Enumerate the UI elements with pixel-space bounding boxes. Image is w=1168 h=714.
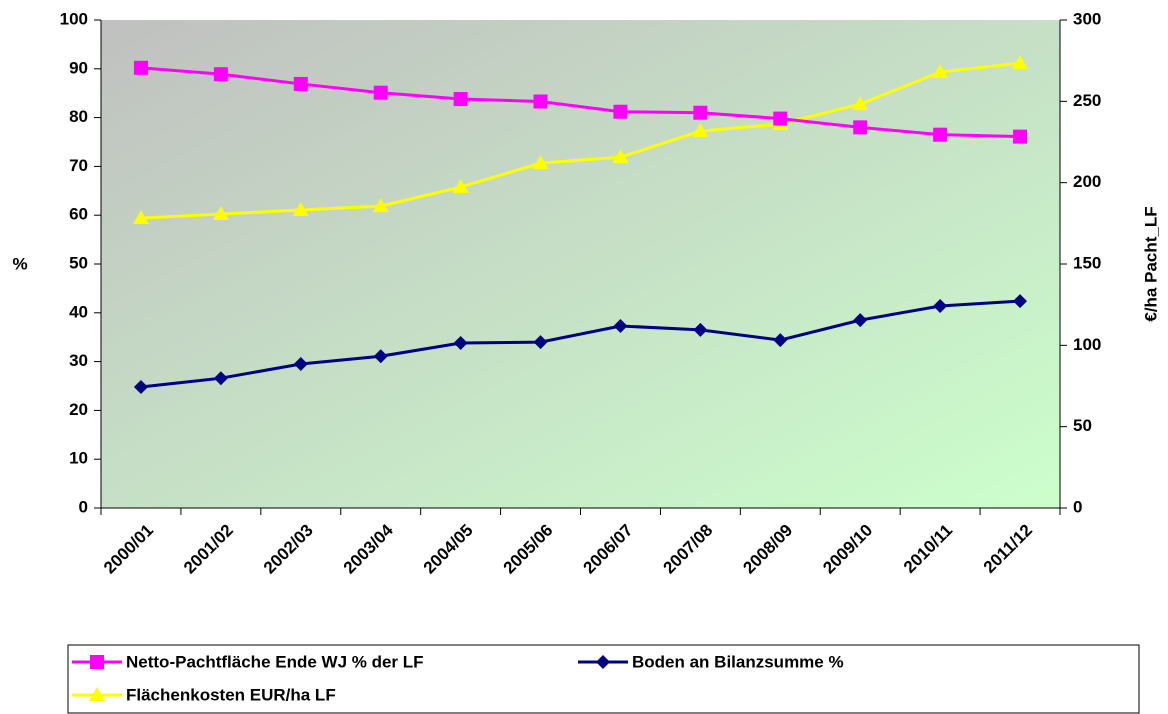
marker	[213, 67, 228, 82]
marker	[773, 333, 788, 348]
y-tick-label: 0	[79, 497, 88, 516]
marker	[693, 322, 708, 337]
y2-tick-label: 300	[1073, 9, 1101, 28]
x-tick-label: 2010/11	[900, 521, 956, 577]
y2-tick-label: 250	[1073, 91, 1101, 110]
marker	[773, 111, 788, 126]
x-tick-label: 2006/07	[580, 521, 637, 578]
x-tick-label: 2007/08	[659, 521, 716, 578]
marker	[293, 357, 308, 372]
legend-marker	[89, 687, 105, 701]
legend-marker	[90, 655, 104, 669]
y2-tick-label: 50	[1073, 416, 1092, 435]
marker	[452, 179, 469, 194]
marker	[693, 105, 708, 120]
y-tick-label: 80	[69, 107, 88, 126]
marker	[852, 96, 869, 111]
x-tick-label: 2005/06	[500, 521, 557, 578]
y-tick-label: 30	[69, 351, 88, 370]
x-tick-label: 2002/03	[260, 521, 317, 578]
x-tick-label: 2009/10	[819, 521, 876, 578]
y-tick-label: 10	[69, 449, 88, 468]
marker	[933, 127, 948, 142]
y-axis-label: %	[12, 254, 27, 273]
marker	[132, 210, 149, 225]
x-tick-label: 2008/09	[739, 521, 796, 578]
y2-tick-label: 200	[1073, 172, 1101, 191]
legend-label: Netto-Pachtfläche Ende WJ % der LF	[126, 652, 424, 671]
legend-marker	[596, 655, 610, 669]
y-tick-label: 20	[69, 400, 88, 419]
marker	[613, 318, 628, 333]
marker	[1012, 55, 1029, 70]
y2-axis-label: €/ha Pacht_LF	[1141, 206, 1160, 321]
marker	[532, 155, 549, 170]
marker	[292, 201, 309, 216]
marker	[533, 94, 548, 109]
marker	[133, 379, 148, 394]
x-tick-label: 2011/12	[980, 521, 1036, 577]
marker	[453, 336, 468, 351]
series-line	[140, 299, 1021, 389]
marker	[453, 92, 468, 107]
marker	[372, 198, 389, 213]
y2-tick-label: 100	[1073, 335, 1101, 354]
marker	[373, 85, 388, 100]
marker	[1013, 129, 1028, 144]
marker	[853, 313, 868, 328]
y-tick-label: 90	[69, 58, 88, 77]
series-line	[140, 61, 1021, 220]
y-tick-label: 40	[69, 302, 88, 321]
x-tick-label: 2003/04	[340, 520, 397, 577]
legend-label: Boden an Bilanzsumme %	[632, 652, 844, 671]
marker	[293, 76, 308, 91]
marker	[692, 123, 709, 138]
plot-area	[101, 20, 1060, 508]
marker	[853, 120, 868, 135]
legend-label: Flächenkosten EUR/ha LF	[126, 685, 336, 704]
marker	[133, 60, 148, 75]
y2-tick-label: 0	[1073, 497, 1082, 516]
marker	[613, 104, 628, 119]
y-tick-label: 70	[69, 156, 88, 175]
series-line	[140, 66, 1021, 139]
marker	[373, 349, 388, 364]
x-tick-label: 2000/01	[100, 521, 157, 578]
marker	[533, 335, 548, 350]
marker	[212, 206, 229, 221]
marker	[933, 298, 948, 313]
y-tick-label: 100	[60, 9, 88, 28]
x-tick-label: 2004/05	[420, 521, 477, 578]
marker	[213, 371, 228, 386]
marker	[932, 64, 949, 79]
y2-tick-label: 150	[1073, 253, 1101, 272]
x-tick-label: 2001/02	[180, 521, 237, 578]
y-tick-label: 60	[69, 205, 88, 224]
marker	[612, 149, 629, 164]
marker	[1013, 294, 1028, 309]
y-tick-label: 50	[69, 253, 88, 272]
